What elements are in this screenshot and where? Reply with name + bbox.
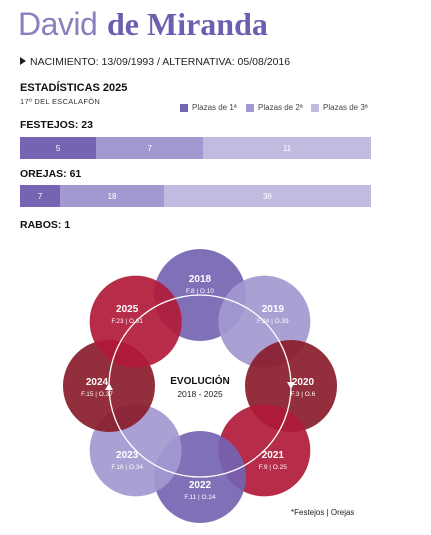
year-label-2024: 2024 <box>86 377 109 388</box>
orejas-bar: 7 18 36 <box>20 185 371 207</box>
year-label-2021: 2021 <box>262 450 285 461</box>
legend-item-1: Plazas de 1ª <box>180 103 237 112</box>
year-stats-2025: F.23 | O.61 <box>111 318 143 325</box>
legend-label: Plazas de 2ª <box>258 103 303 112</box>
evolution-title: EVOLUCIÓN <box>170 374 229 387</box>
orejas-seg-1: 7 <box>20 185 61 207</box>
year-stats-2022: F.11 | O.24 <box>184 494 216 501</box>
rabos-label: RABOS: 1 <box>20 219 71 231</box>
year-label-2025: 2025 <box>116 304 139 315</box>
year-label-2019: 2019 <box>262 304 285 315</box>
orejas-seg-2: 18 <box>60 185 164 207</box>
festejos-seg-2: 7 <box>96 137 204 159</box>
legend-swatch <box>180 103 188 112</box>
year-stats-2024: F.15 | O.37 <box>81 391 113 398</box>
year-label-2022: 2022 <box>189 480 212 491</box>
year-stats-2020: F.3 | O.6 <box>291 391 316 398</box>
festejos-label: FESTEJOS: 23 <box>20 119 93 131</box>
stats-title: ESTADÍSTICAS 2025 <box>20 82 128 94</box>
festejos-seg-1: 5 <box>20 137 97 159</box>
year-stats-2019: F.24 | O.39 <box>257 318 289 325</box>
legend-swatch <box>246 103 254 112</box>
legend-item-2: Plazas de 2ª <box>246 103 303 112</box>
bio-text: NACIMIENTO: 13/09/1993 / ALTERNATIVA: 05… <box>30 56 291 68</box>
year-stats-2018: F.8 | O.10 <box>186 288 214 295</box>
name-last: de Miranda <box>107 6 268 42</box>
legend-label: Plazas de 1ª <box>192 103 237 112</box>
legend-swatch <box>311 103 319 112</box>
year-label-2018: 2018 <box>189 274 212 285</box>
legend-label: Plazas de 3ª <box>323 103 368 112</box>
year-stats-2023: F.16 | O.34 <box>111 464 143 471</box>
direction-arrow-icon <box>105 383 113 390</box>
year-stats-2021: F.9 | O.25 <box>259 464 287 471</box>
stats-subtitle: 17º DEL ESCALAFÓN <box>20 97 101 106</box>
orejas-seg-3: 36 <box>163 185 371 207</box>
triangle-bullet-icon <box>20 57 26 65</box>
direction-arrow-icon <box>287 382 295 389</box>
festejos-bar: 5 7 11 <box>20 137 371 159</box>
festejos-seg-3: 11 <box>203 137 371 159</box>
name-first: David <box>18 6 98 42</box>
evolution-subtitle: 2018 - 2025 <box>177 389 223 399</box>
footnote: *Festejos | Orejas <box>291 508 355 517</box>
year-label-2023: 2023 <box>116 450 139 461</box>
year-label-2020: 2020 <box>292 377 315 388</box>
wheel-center <box>156 342 244 430</box>
legend-item-3: Plazas de 3ª <box>311 103 368 112</box>
bio-line: NACIMIENTO: 13/09/1993 / ALTERNATIVA: 05… <box>20 56 290 68</box>
orejas-label: OREJAS: 61 <box>20 168 82 180</box>
